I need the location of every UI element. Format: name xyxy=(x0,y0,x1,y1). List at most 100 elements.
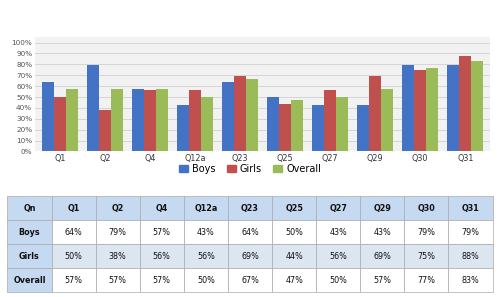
Bar xyxy=(111,89,123,151)
Text: 38%: 38% xyxy=(109,252,126,260)
FancyBboxPatch shape xyxy=(8,196,52,220)
Text: 50%: 50% xyxy=(330,276,347,285)
FancyBboxPatch shape xyxy=(316,196,360,220)
Text: Girls: Girls xyxy=(19,252,40,260)
FancyBboxPatch shape xyxy=(272,196,316,220)
Bar xyxy=(98,110,111,151)
FancyBboxPatch shape xyxy=(448,244,492,268)
FancyBboxPatch shape xyxy=(272,268,316,292)
Text: Q29: Q29 xyxy=(374,203,391,213)
Text: Q27: Q27 xyxy=(330,203,347,213)
Bar xyxy=(156,89,168,151)
FancyBboxPatch shape xyxy=(8,268,52,292)
Text: Q4: Q4 xyxy=(156,203,168,213)
FancyBboxPatch shape xyxy=(184,220,228,244)
Text: 57%: 57% xyxy=(153,276,171,285)
FancyBboxPatch shape xyxy=(8,220,52,244)
FancyBboxPatch shape xyxy=(228,196,272,220)
FancyBboxPatch shape xyxy=(52,244,96,268)
FancyBboxPatch shape xyxy=(52,196,96,220)
Bar xyxy=(426,68,438,151)
FancyBboxPatch shape xyxy=(404,220,448,244)
FancyBboxPatch shape xyxy=(360,268,405,292)
FancyBboxPatch shape xyxy=(140,244,184,268)
Bar xyxy=(267,97,279,151)
Text: Q25: Q25 xyxy=(285,203,303,213)
Bar xyxy=(189,91,201,151)
FancyBboxPatch shape xyxy=(52,220,96,244)
FancyBboxPatch shape xyxy=(316,244,360,268)
FancyBboxPatch shape xyxy=(184,244,228,268)
Text: 88%: 88% xyxy=(462,252,479,260)
Bar xyxy=(447,65,459,151)
Text: 57%: 57% xyxy=(64,276,82,285)
Bar xyxy=(42,82,54,151)
Text: Q2: Q2 xyxy=(112,203,124,213)
Text: 43%: 43% xyxy=(330,228,347,236)
Text: 64%: 64% xyxy=(241,228,259,236)
FancyBboxPatch shape xyxy=(96,220,140,244)
FancyBboxPatch shape xyxy=(404,196,448,220)
Bar xyxy=(246,78,258,151)
Text: Q30: Q30 xyxy=(418,203,436,213)
Text: 2a - Give/Explain the meaning of words in context: 2a - Give/Explain the meaning of words i… xyxy=(94,12,406,22)
Text: 57%: 57% xyxy=(153,228,171,236)
FancyBboxPatch shape xyxy=(360,220,405,244)
Text: 56%: 56% xyxy=(153,252,170,260)
Bar xyxy=(279,104,291,151)
Text: 79%: 79% xyxy=(108,228,126,236)
Text: 56%: 56% xyxy=(330,252,347,260)
Text: 83%: 83% xyxy=(462,276,479,285)
Bar xyxy=(201,97,213,151)
Text: 50%: 50% xyxy=(64,252,82,260)
Text: 69%: 69% xyxy=(241,252,259,260)
FancyBboxPatch shape xyxy=(448,268,492,292)
Bar xyxy=(312,105,324,151)
Text: 50%: 50% xyxy=(197,276,215,285)
FancyBboxPatch shape xyxy=(228,268,272,292)
Text: Q12a: Q12a xyxy=(194,203,218,213)
Text: 44%: 44% xyxy=(285,252,303,260)
Text: 69%: 69% xyxy=(374,252,391,260)
Text: 75%: 75% xyxy=(418,252,436,260)
FancyBboxPatch shape xyxy=(404,244,448,268)
FancyBboxPatch shape xyxy=(228,220,272,244)
Text: 57%: 57% xyxy=(374,276,392,285)
Bar xyxy=(66,89,78,151)
Bar xyxy=(144,91,156,151)
FancyBboxPatch shape xyxy=(96,244,140,268)
Bar xyxy=(222,82,234,151)
FancyBboxPatch shape xyxy=(272,244,316,268)
Text: 57%: 57% xyxy=(108,276,126,285)
FancyBboxPatch shape xyxy=(404,268,448,292)
Text: Q23: Q23 xyxy=(241,203,259,213)
Bar xyxy=(459,56,471,151)
Text: 47%: 47% xyxy=(285,276,303,285)
Text: Q1: Q1 xyxy=(68,203,80,213)
FancyBboxPatch shape xyxy=(448,196,492,220)
Bar xyxy=(234,76,246,151)
Text: Overall: Overall xyxy=(13,276,46,285)
FancyBboxPatch shape xyxy=(316,268,360,292)
Text: 43%: 43% xyxy=(197,228,215,236)
Text: Q31: Q31 xyxy=(462,203,479,213)
Bar xyxy=(369,76,381,151)
Bar xyxy=(291,100,304,151)
FancyBboxPatch shape xyxy=(448,220,492,244)
FancyBboxPatch shape xyxy=(140,196,184,220)
Bar xyxy=(381,89,394,151)
Bar xyxy=(54,97,66,151)
FancyBboxPatch shape xyxy=(52,268,96,292)
FancyBboxPatch shape xyxy=(316,220,360,244)
Bar xyxy=(324,91,336,151)
Text: 50%: 50% xyxy=(285,228,303,236)
FancyBboxPatch shape xyxy=(8,244,52,268)
Text: 67%: 67% xyxy=(241,276,259,285)
FancyBboxPatch shape xyxy=(184,268,228,292)
FancyBboxPatch shape xyxy=(140,268,184,292)
FancyBboxPatch shape xyxy=(360,244,405,268)
FancyBboxPatch shape xyxy=(140,220,184,244)
Text: 56%: 56% xyxy=(197,252,215,260)
Legend: Boys, Girls, Overall: Boys, Girls, Overall xyxy=(175,160,325,178)
Text: 79%: 79% xyxy=(418,228,436,236)
